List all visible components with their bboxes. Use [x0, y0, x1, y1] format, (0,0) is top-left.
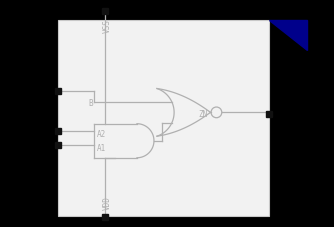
Bar [55, 88, 61, 94]
Bar [55, 128, 61, 133]
Text: ZN: ZN [199, 110, 208, 119]
Bar [266, 111, 272, 116]
Bar [58, 20, 269, 216]
Text: B: B [89, 99, 93, 108]
Polygon shape [269, 20, 307, 50]
Bar [102, 214, 108, 220]
Text: A1: A1 [97, 144, 106, 153]
Text: VSS: VSS [103, 19, 112, 33]
Bar [102, 8, 108, 14]
Text: A2: A2 [97, 130, 106, 139]
Bar [55, 142, 61, 148]
Text: VDD: VDD [103, 196, 112, 210]
